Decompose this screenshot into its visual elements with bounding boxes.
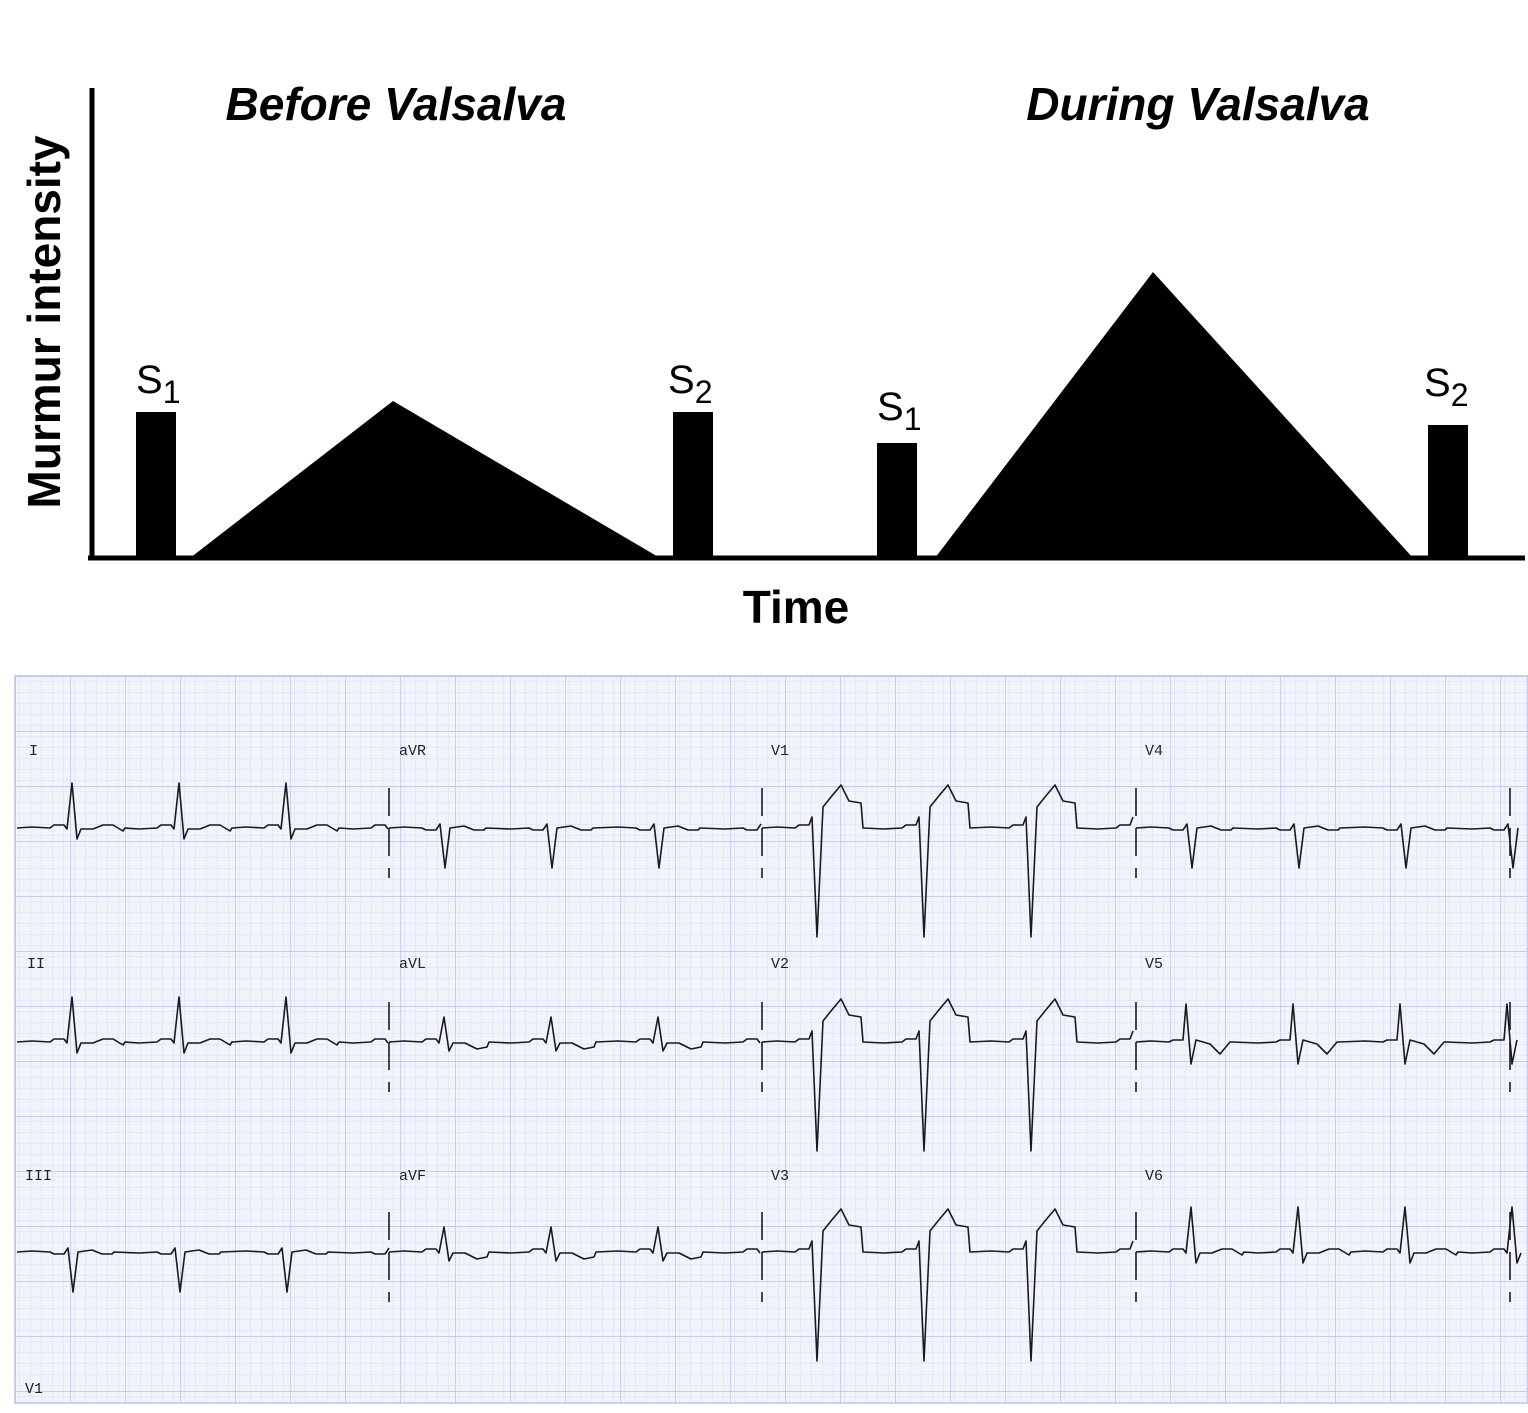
ecg-trace — [761, 998, 1134, 1152]
s1-sound-before — [136, 412, 176, 558]
s1-label-before: S1 — [136, 358, 180, 410]
x-axis-label: Time — [743, 581, 850, 633]
lead-label-V3: V3 — [771, 1168, 789, 1185]
s2-sound-during — [1428, 425, 1468, 558]
ecg-trace — [1135, 1206, 1522, 1264]
lead-label-V4: V4 — [1145, 743, 1163, 760]
ecg-trace — [388, 823, 762, 869]
lead-label-aVL: aVL — [399, 956, 426, 973]
ecg-trace — [388, 1016, 761, 1052]
s2-label-during: S2 — [1424, 361, 1468, 413]
s2-sound-before — [673, 412, 713, 558]
lead-label-aVF: aVF — [399, 1168, 426, 1185]
murmur-during — [935, 272, 1413, 558]
lead-label-V1: V1 — [771, 743, 789, 760]
lead-label-V5: V5 — [1145, 956, 1163, 973]
ecg-trace — [1135, 823, 1519, 869]
ecg-trace — [388, 1226, 761, 1262]
ecg-trace — [761, 784, 1134, 938]
panel-title-before: Before Valsalva — [226, 78, 567, 130]
murmur-diagram: Murmur intensity Time Before Valsalva Du… — [18, 78, 1525, 633]
lead-label-V2: V2 — [771, 956, 789, 973]
ecg-trace — [761, 1208, 1134, 1362]
ecg-trace — [16, 782, 389, 840]
ecg-panel: I aVR V1 V4 II aVL V2 V5 III aVF V3 V6 V… — [14, 675, 1528, 1404]
ecg-traces — [16, 782, 1522, 1362]
panel-title-during: During Valsalva — [1026, 78, 1369, 130]
lead-label-I: I — [29, 743, 38, 760]
s1-label-during: S1 — [877, 385, 921, 437]
ecg-trace — [16, 996, 389, 1054]
lead-label-II: II — [27, 956, 45, 973]
lead-label-aVR: aVR — [399, 743, 426, 760]
s2-label-before: S2 — [668, 358, 712, 410]
s1-sound-during — [877, 443, 917, 558]
lead-label-III: III — [25, 1168, 52, 1185]
murmur-before — [190, 401, 660, 558]
lead-label-rhythm-V1: V1 — [25, 1381, 43, 1398]
ecg-trace — [16, 1247, 390, 1293]
ecg-grid — [15, 676, 1528, 1403]
y-axis-label: Murmur intensity — [18, 135, 70, 509]
ecg-trace — [1135, 1003, 1518, 1065]
lead-label-V6: V6 — [1145, 1168, 1163, 1185]
